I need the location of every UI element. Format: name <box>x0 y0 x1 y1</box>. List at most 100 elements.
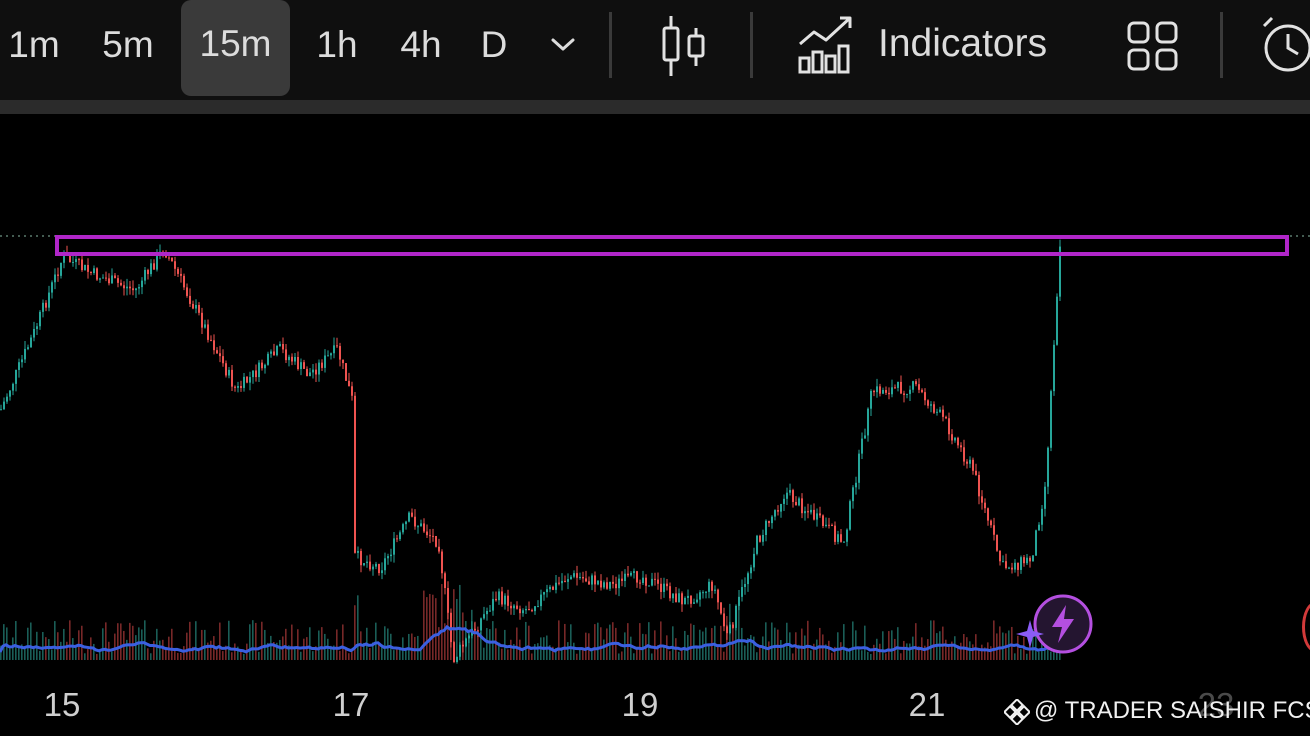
volume-bar <box>96 653 98 660</box>
volume-bar <box>981 644 983 660</box>
candle-body <box>957 437 959 446</box>
volume-bar <box>330 645 332 660</box>
candle-body <box>150 263 152 275</box>
volume-bar <box>837 632 839 660</box>
timeframe-4h[interactable]: 4h <box>400 24 442 65</box>
volume-bar <box>462 612 464 660</box>
candle-body <box>657 579 659 584</box>
volume-bar <box>768 641 770 660</box>
candle-body <box>453 642 455 663</box>
volume-bar <box>516 627 518 660</box>
candle-body <box>888 392 890 395</box>
volume-bar <box>162 639 164 660</box>
indicators-button[interactable]: Indicators <box>878 22 1048 65</box>
layout-grid-icon[interactable] <box>1126 20 1180 72</box>
volume-bar <box>201 629 203 660</box>
timeframe-D[interactable]: D <box>480 24 508 65</box>
volume-bar <box>48 639 50 660</box>
volume-bar <box>708 644 710 660</box>
candle-body <box>1002 561 1004 563</box>
alarm-clock-icon[interactable] <box>1258 14 1310 78</box>
candle-body <box>279 343 281 347</box>
candle-body <box>759 535 761 542</box>
candle-body <box>795 501 797 506</box>
candle-body <box>813 509 815 520</box>
candle-body <box>846 529 848 542</box>
volume-bar <box>759 647 761 660</box>
volume-bar <box>573 642 575 660</box>
candle-body <box>87 264 89 272</box>
candle-body <box>519 608 521 614</box>
timeframe-15m[interactable]: 15m <box>181 0 290 96</box>
candle-body <box>222 356 224 364</box>
candle-body <box>156 254 158 270</box>
candle-body <box>903 393 905 395</box>
volume-bar <box>12 637 14 660</box>
volume-bar <box>552 646 554 660</box>
candle-body <box>699 592 701 600</box>
chevron-down-icon[interactable] <box>546 30 580 60</box>
volume-bar <box>510 639 512 660</box>
volume-bar <box>828 640 830 660</box>
candle-body <box>540 594 542 607</box>
candle-body <box>600 580 602 588</box>
volume-bar <box>933 620 935 660</box>
price-chart[interactable] <box>0 114 1310 736</box>
candle-body <box>249 377 251 383</box>
candle-body <box>390 554 392 557</box>
candle-body <box>444 573 446 589</box>
candle-body <box>735 605 737 628</box>
volume-bar <box>354 605 356 660</box>
volume-bar <box>813 643 815 660</box>
candle-body <box>627 573 629 576</box>
candlestick-icon[interactable] <box>656 14 712 78</box>
volume-bar <box>267 642 269 660</box>
candle-body <box>414 516 416 527</box>
volume-bar <box>210 640 212 660</box>
candle-body <box>807 511 809 513</box>
volume-bar <box>870 653 872 660</box>
candle-body <box>900 381 902 394</box>
volume-bar <box>621 651 623 660</box>
timeframe-5m[interactable]: 5m <box>102 24 154 65</box>
volume-bar <box>459 584 461 660</box>
candle-body <box>954 437 956 441</box>
volume-bar <box>807 620 809 660</box>
candle-body <box>942 409 944 417</box>
volume-bar <box>942 626 944 660</box>
volume-bar <box>855 630 857 660</box>
volume-bar <box>732 622 734 660</box>
volume-bar <box>54 621 56 660</box>
volume-bar <box>819 627 821 660</box>
x-axis-label-23: 23 <box>1197 686 1235 723</box>
timeframe-1m[interactable]: 1m <box>8 24 60 65</box>
candle-body <box>840 534 842 542</box>
candle-body <box>1059 246 1061 297</box>
volume-bar <box>537 643 539 660</box>
volume-bar <box>1026 653 1028 660</box>
candle-body <box>990 520 992 526</box>
volume-bar <box>105 622 107 660</box>
candle-body <box>633 571 635 573</box>
candle-body <box>615 583 617 589</box>
candle-body <box>174 261 176 269</box>
indicators-icon[interactable] <box>796 14 854 74</box>
candle-body <box>96 268 98 280</box>
candle-body <box>240 386 242 388</box>
volume-bar <box>222 651 224 660</box>
candle-body <box>513 605 515 609</box>
lightning-action-button[interactable] <box>1032 593 1094 655</box>
candle-body <box>936 411 938 413</box>
volume-bar <box>285 628 287 660</box>
volume-bar <box>780 640 782 660</box>
volume-bar <box>411 633 413 660</box>
candle-body <box>39 311 41 327</box>
volume-bar <box>15 621 17 660</box>
candle-body <box>273 351 275 356</box>
candle-body <box>642 577 644 583</box>
resistance-zone-rectangle[interactable] <box>55 235 1289 256</box>
volume-bar <box>570 624 572 660</box>
volume-bar <box>489 629 491 660</box>
timeframe-1h[interactable]: 1h <box>316 24 358 65</box>
candle-body <box>1038 524 1040 531</box>
